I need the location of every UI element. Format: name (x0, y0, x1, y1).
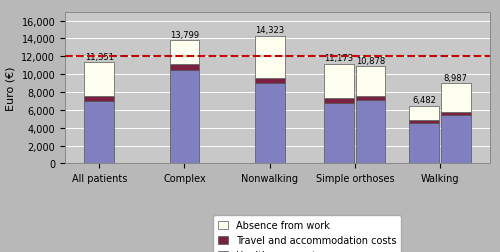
Bar (324, 103, 354, 164)
Text: 6,482: 6,482 (412, 96, 436, 105)
Bar (84, 102, 114, 164)
Bar (84, 63, 114, 97)
Text: 11,173: 11,173 (324, 54, 354, 63)
Bar (356, 101, 386, 164)
Text: 8,987: 8,987 (444, 74, 468, 83)
Bar (441, 84, 470, 112)
Bar (324, 99, 354, 103)
Bar (356, 96, 386, 101)
Text: 13,799: 13,799 (170, 31, 199, 40)
Y-axis label: Euro (€): Euro (€) (6, 66, 16, 110)
Bar (254, 84, 284, 164)
Legend: Absence from work, Travel and accommodation costs, Health care costs: Absence from work, Travel and accommodat… (214, 215, 401, 252)
Bar (254, 36, 284, 78)
Bar (410, 120, 439, 124)
Bar (356, 67, 386, 96)
Bar (324, 65, 354, 99)
Bar (441, 116, 470, 164)
Bar (410, 124, 439, 164)
Bar (170, 41, 200, 65)
Text: 11,351: 11,351 (84, 53, 114, 61)
Bar (410, 106, 439, 120)
Bar (84, 97, 114, 102)
Text: 10,878: 10,878 (356, 57, 385, 66)
Bar (170, 70, 200, 164)
Bar (170, 65, 200, 70)
Bar (254, 78, 284, 84)
Text: 14,323: 14,323 (255, 26, 284, 35)
Bar (441, 112, 470, 116)
